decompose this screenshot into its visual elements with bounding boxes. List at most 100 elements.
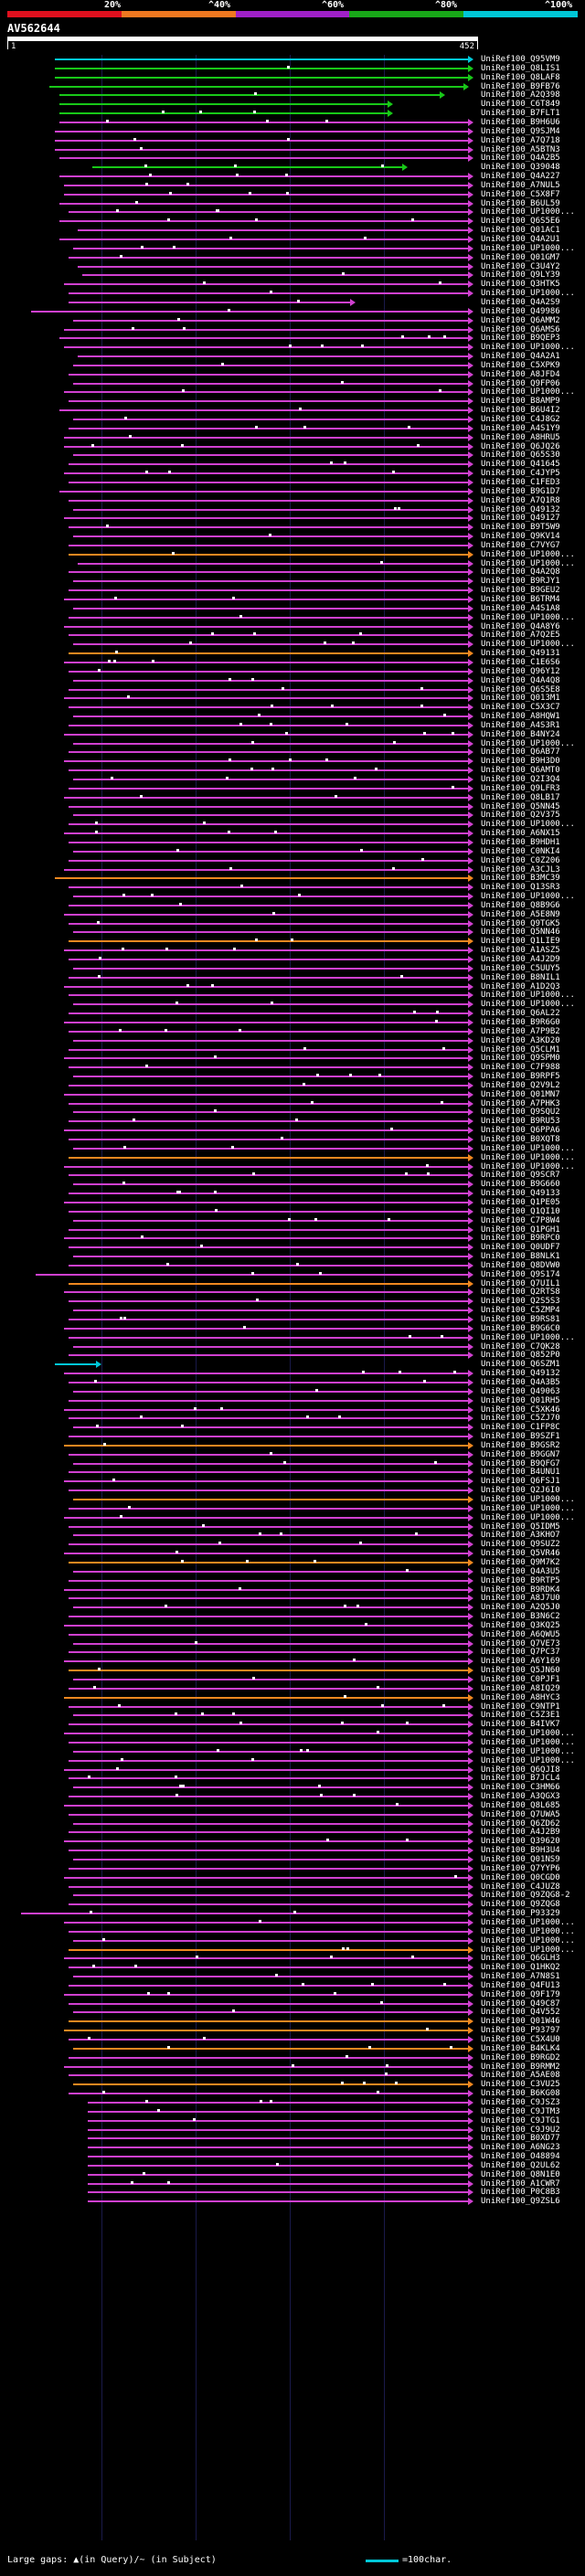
hit-bar[interactable] xyxy=(68,374,468,376)
hit-label[interactable]: UniRef100_Q01W46 xyxy=(481,2017,560,2026)
hit-label[interactable]: UniRef100_Q5NN46 xyxy=(481,928,560,937)
hit-label[interactable]: UniRef100_UP1000... xyxy=(481,207,575,217)
hit-label[interactable]: UniRef100_Q9SCR7 xyxy=(481,1171,560,1180)
hit-label[interactable]: UniRef100_A7Q2E5 xyxy=(481,631,560,640)
hit-label[interactable]: UniRef100_Q8LAF8 xyxy=(481,73,560,82)
hit-bar[interactable] xyxy=(68,769,468,771)
hit-bar[interactable] xyxy=(78,229,468,231)
hit-label[interactable]: UniRef100_B9H3U4 xyxy=(481,1846,560,1855)
hit-bar[interactable] xyxy=(68,589,468,591)
hit-label[interactable]: UniRef100_C1FP8C xyxy=(481,1423,560,1432)
hit-label[interactable]: UniRef100_B3N6C2 xyxy=(481,1612,560,1621)
hit-bar[interactable] xyxy=(30,311,468,313)
hit-label[interactable]: UniRef100_UP1000... xyxy=(481,1747,575,1756)
hit-label[interactable]: UniRef100_C7VYG7 xyxy=(481,541,560,550)
hit-bar[interactable] xyxy=(68,2093,468,2094)
hit-label[interactable]: UniRef100_Q5CLM1 xyxy=(481,1045,560,1055)
hit-label[interactable]: UniRef100_UP1000... xyxy=(481,613,575,622)
hit-bar[interactable] xyxy=(68,400,468,402)
hit-bar[interactable] xyxy=(68,1436,468,1437)
hit-label[interactable]: UniRef100_Q49986 xyxy=(481,307,560,316)
hit-label[interactable]: UniRef100_UP1000... xyxy=(481,1945,575,1955)
hit-bar[interactable] xyxy=(87,2200,468,2202)
hit-label[interactable]: UniRef100_Q9LFR3 xyxy=(481,784,560,793)
hit-bar[interactable] xyxy=(87,2147,468,2148)
hit-label[interactable]: UniRef100_UP1000... xyxy=(481,1000,575,1009)
hit-label[interactable]: UniRef100_Q2I3Q4 xyxy=(481,775,560,784)
hit-bar[interactable] xyxy=(58,175,468,177)
hit-bar[interactable] xyxy=(68,1031,468,1033)
hit-label[interactable]: UniRef100_C4JUZ8 xyxy=(481,1882,560,1892)
hit-bar[interactable] xyxy=(68,2074,468,2076)
hit-label[interactable]: UniRef100_Q2V9L2 xyxy=(481,1081,560,1090)
hit-label[interactable]: UniRef100_Q01NS9 xyxy=(481,1855,560,1864)
hit-bar[interactable] xyxy=(58,157,468,159)
hit-bar[interactable] xyxy=(68,1283,468,1285)
hit-bar[interactable] xyxy=(63,329,468,331)
hit-bar[interactable] xyxy=(68,500,468,502)
hit-label[interactable]: UniRef100_C5XPK9 xyxy=(481,361,560,370)
hit-bar[interactable] xyxy=(73,248,468,249)
hit-label[interactable]: UniRef100_B6TRM4 xyxy=(481,595,560,604)
hit-label[interactable]: UniRef100_B4UNU1 xyxy=(481,1468,560,1477)
hit-label[interactable]: UniRef100_UP1000... xyxy=(481,640,575,649)
hit-label[interactable]: UniRef100_C0Z206 xyxy=(481,856,560,865)
hit-label[interactable]: UniRef100_Q1LIE9 xyxy=(481,937,560,946)
hit-bar[interactable] xyxy=(68,1903,468,1905)
hit-label[interactable]: UniRef100_A4S1A8 xyxy=(481,604,560,613)
hit-bar[interactable] xyxy=(73,1643,468,1645)
hit-bar[interactable] xyxy=(63,1373,468,1374)
hit-bar[interactable] xyxy=(73,1534,468,1536)
hit-label[interactable]: UniRef100_UP1000... xyxy=(481,1756,575,1765)
hit-bar[interactable] xyxy=(63,1589,468,1591)
hit-bar[interactable] xyxy=(68,1354,468,1356)
hit-bar[interactable] xyxy=(87,2156,468,2157)
hit-label[interactable]: UniRef100_Q6FSJ1 xyxy=(481,1477,560,1486)
hit-bar[interactable] xyxy=(87,2102,468,2104)
hit-label[interactable]: UniRef100_Q6S5E6 xyxy=(481,217,560,226)
hit-label[interactable]: UniRef100_Q8B9G6 xyxy=(481,901,560,910)
hit-bar[interactable] xyxy=(63,760,468,762)
hit-label[interactable]: UniRef100_UP1000... xyxy=(481,820,575,829)
hit-bar[interactable] xyxy=(68,1597,468,1599)
hit-label[interactable]: UniRef100_Q2S5S3 xyxy=(481,1297,560,1306)
hit-label[interactable]: UniRef100_Q4A4Q8 xyxy=(481,676,560,685)
hit-bar[interactable] xyxy=(68,1886,468,1888)
hit-bar[interactable] xyxy=(68,526,468,528)
hit-label[interactable]: UniRef100_Q7VE73 xyxy=(481,1639,560,1648)
hit-bar[interactable] xyxy=(54,877,468,879)
hit-label[interactable]: UniRef100_Q49132 xyxy=(481,505,560,514)
hit-label[interactable]: UniRef100_B4KLK4 xyxy=(481,2044,560,2053)
hit-label[interactable]: UniRef100_A6QWU5 xyxy=(481,1630,560,1639)
hit-label[interactable]: UniRef100_A3KHO7 xyxy=(481,1531,560,1540)
hit-label[interactable]: UniRef100_C3VU25 xyxy=(481,2080,560,2089)
hit-label[interactable]: UniRef100_Q49063 xyxy=(481,1387,560,1396)
hit-label[interactable]: UniRef100_Q6ZD62 xyxy=(481,1819,560,1829)
hit-bar[interactable] xyxy=(68,1229,468,1231)
hit-label[interactable]: UniRef100_UP1000... xyxy=(481,1495,575,1504)
hit-bar[interactable] xyxy=(73,680,468,682)
hit-bar[interactable] xyxy=(73,1040,468,1042)
hit-bar[interactable] xyxy=(68,1103,468,1105)
hit-label[interactable]: UniRef100_Q1PGH1 xyxy=(481,1225,560,1235)
hit-label[interactable]: UniRef100_UP1000... xyxy=(481,343,575,352)
hit-bar[interactable] xyxy=(63,626,468,628)
hit-bar[interactable] xyxy=(68,940,468,942)
hit-bar[interactable] xyxy=(68,1651,468,1653)
hit-bar[interactable] xyxy=(73,454,468,456)
hit-bar[interactable] xyxy=(63,986,468,988)
hit-bar[interactable] xyxy=(21,1913,468,1914)
hit-bar[interactable] xyxy=(68,1931,468,1933)
hit-label[interactable]: UniRef100_C5XK46 xyxy=(481,1405,560,1415)
hit-label[interactable]: UniRef100_Q41645 xyxy=(481,460,560,469)
hit-bar[interactable] xyxy=(63,599,468,600)
hit-label[interactable]: UniRef100_UP1000... xyxy=(481,1504,575,1513)
hit-label[interactable]: UniRef100_Q6AL22 xyxy=(481,1009,560,1018)
hit-label[interactable]: UniRef100_C9JSZ3 xyxy=(481,2098,560,2107)
hit-bar[interactable] xyxy=(63,1057,468,1059)
hit-label[interactable]: UniRef100_A4S3R1 xyxy=(481,721,560,730)
hit-label[interactable]: UniRef100_Q2J6I0 xyxy=(481,1486,560,1495)
hit-bar[interactable] xyxy=(68,1265,468,1267)
hit-bar[interactable] xyxy=(68,823,468,825)
hit-bar[interactable] xyxy=(73,1606,468,1608)
